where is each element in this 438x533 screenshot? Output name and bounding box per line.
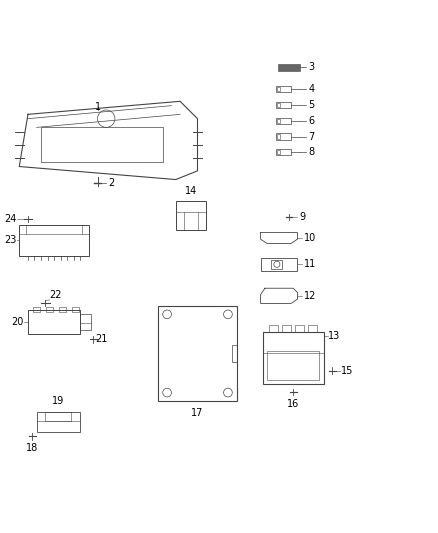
Text: 16: 16 (287, 399, 299, 409)
Bar (59, 307, 66, 312)
Bar (176, 201, 206, 230)
Text: 23: 23 (5, 236, 17, 245)
Text: 3: 3 (308, 62, 314, 72)
Bar (276, 86, 291, 92)
Text: 11: 11 (304, 260, 316, 269)
Text: 9: 9 (300, 212, 306, 222)
Bar (19, 225, 89, 256)
Text: 17: 17 (191, 408, 204, 418)
Text: 8: 8 (308, 147, 314, 157)
Text: 13: 13 (328, 331, 340, 341)
Bar (267, 351, 319, 379)
Bar (41, 127, 163, 162)
Bar (276, 149, 291, 155)
Text: 18: 18 (26, 442, 39, 453)
Bar (276, 118, 291, 124)
Text: 4: 4 (308, 84, 314, 94)
Bar (46, 412, 71, 421)
Bar (46, 307, 53, 312)
Text: 19: 19 (52, 395, 64, 406)
Bar (282, 325, 291, 332)
Bar (278, 64, 300, 71)
Text: 24: 24 (5, 214, 17, 224)
Bar (80, 314, 91, 329)
Bar (263, 332, 324, 384)
Text: 6: 6 (308, 116, 314, 126)
Bar (159, 305, 237, 401)
Bar (33, 307, 40, 312)
Text: 2: 2 (108, 177, 115, 188)
Text: 5: 5 (308, 100, 314, 110)
Bar (277, 150, 280, 155)
Bar (28, 310, 80, 334)
Text: 21: 21 (95, 334, 108, 344)
Bar (277, 103, 280, 107)
Bar (37, 412, 80, 432)
Bar (232, 345, 237, 362)
Text: 12: 12 (304, 290, 316, 301)
Bar (276, 133, 291, 140)
Text: 15: 15 (341, 366, 353, 376)
Bar (261, 258, 297, 271)
Bar (277, 134, 280, 139)
Text: 7: 7 (308, 132, 314, 142)
Text: 22: 22 (49, 290, 62, 300)
Bar (308, 325, 317, 332)
Bar (72, 307, 79, 312)
Bar (295, 325, 304, 332)
Bar (277, 87, 280, 91)
Bar (276, 102, 291, 108)
Text: 20: 20 (11, 317, 24, 327)
Text: 14: 14 (185, 185, 197, 196)
Bar (272, 260, 282, 269)
Text: 1: 1 (95, 102, 101, 112)
Bar (269, 325, 278, 332)
Text: 10: 10 (304, 233, 316, 243)
Bar (277, 119, 280, 123)
